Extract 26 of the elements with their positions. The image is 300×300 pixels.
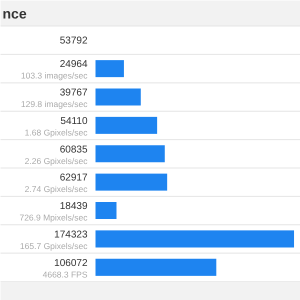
- bar: [96, 88, 141, 106]
- bar: [96, 174, 168, 191]
- data-label: 18439: [60, 201, 88, 212]
- y-tick-label: 2.26 Gpixels/sec: [24, 156, 88, 166]
- chart-title: nce: [2, 5, 27, 22]
- bar: [96, 230, 294, 248]
- data-label: 39767: [60, 88, 88, 99]
- data-label: 106072: [54, 258, 88, 269]
- y-tick-label: 4668.3 FPS: [42, 269, 88, 280]
- bar: [96, 202, 116, 220]
- bar: [96, 116, 158, 134]
- text: 53792: [60, 36, 88, 47]
- bar: [96, 145, 165, 162]
- y-tick-label: 2.74 Gpixels/sec: [24, 184, 88, 194]
- data-label: 60835: [60, 144, 88, 156]
- y-tick-label: 165.7 Gpixels/sec: [20, 240, 88, 251]
- data-label: 174323: [54, 229, 88, 240]
- data-label: 54110: [60, 116, 88, 127]
- data-label: 24964: [60, 59, 88, 70]
- y-tick-label: 726.9 Mpixels/sec: [19, 212, 88, 223]
- y-tick-label: 1.68 Gpixels/sec: [24, 127, 88, 138]
- bar: [96, 60, 124, 78]
- bar: [96, 258, 216, 276]
- data-label: 62917: [60, 172, 88, 184]
- y-tick-label: 103.3 images/sec: [20, 70, 88, 81]
- y-tick-label: 129.8 images/sec: [20, 99, 88, 110]
